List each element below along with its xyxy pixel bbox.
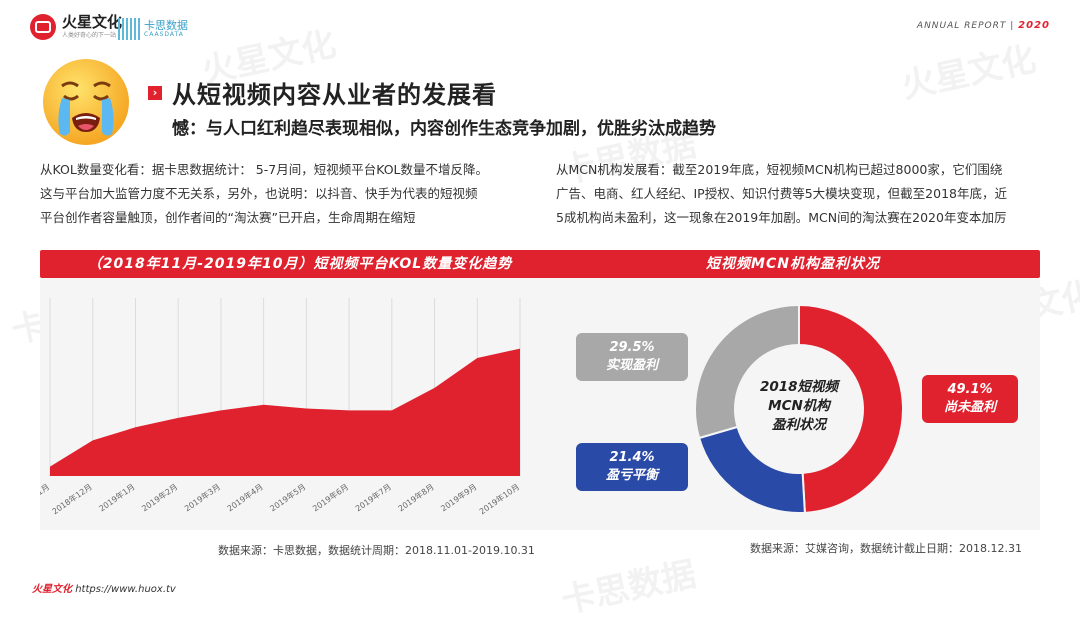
report-year: 2020	[1018, 20, 1050, 31]
page-subtitle: 憾：与人口红利趋尽表现相似，内容创作生态竞争加剧，优胜劣汰成趋势	[172, 119, 716, 139]
watermark: 火星文化	[898, 39, 1040, 107]
report-label: ANNUAL REPORT	[916, 21, 1007, 31]
x-tick-label: 2019年2月	[140, 481, 180, 513]
chevron-right-icon: ›	[148, 85, 162, 100]
partner-name: 卡思数据	[144, 19, 188, 32]
donut-center-line: 盈利状况	[772, 417, 826, 433]
callout-breakeven: 21.4% 盈亏平衡	[576, 443, 688, 491]
callout-not-profitable: 49.1% 尚未盈利	[922, 375, 1018, 423]
donut-center-label: 2018短视频 MCN机构 盈利状况	[738, 378, 860, 435]
footer-brand: 火星文化	[32, 584, 72, 595]
brand-name: 火星文化	[62, 13, 123, 31]
kol-chart-panel: 2018年11月 2018年12月 2019年1月 2019年2月 2019年3月 201…	[7, 278, 560, 530]
watermark: 卡思数据	[558, 554, 700, 622]
left-paragraph-line: 从KOL数量变化看：据卡思数据统计： 5-7月间，短视频平台KOL数量不增反降。	[40, 162, 489, 177]
callout-label: 尚未盈利	[943, 400, 996, 415]
x-tick-label: 2019年6月	[311, 481, 351, 513]
title-row: › 从短视频内容从业者的发展看	[148, 75, 497, 110]
x-tick-label: 2018年11月	[40, 481, 51, 516]
brand-logo-icon	[30, 14, 56, 40]
x-tick-label: 2019年8月	[396, 481, 436, 513]
partner-logo-icon	[118, 18, 140, 40]
donut-center-line: MCN机构	[768, 398, 830, 414]
callout-value: 21.4%	[609, 450, 655, 465]
mcn-chart-header: 短视频MCN机构盈利状况	[546, 250, 1040, 278]
right-paragraph-line: 广告、电商、红人经纪、IP授权、知识付费等5大模块变现，但截至2018年底，近	[556, 186, 1007, 201]
donut-slice	[798, 303, 904, 514]
mcn-donut-chart	[694, 303, 904, 514]
right-paragraph-line: 从MCN机构发展看：截至2019年底，短视频MCN机构已超过8000家，它们围绕	[556, 162, 1003, 177]
x-tick-label: 2019年3月	[182, 481, 222, 513]
x-tick-label: 2018年12月	[50, 481, 94, 516]
donut-slice	[697, 425, 806, 514]
mcn-chart-source: 数据来源：艾媒咨询，数据统计截止日期：2018.12.31	[750, 542, 1022, 555]
kol-chart-header: （2018年11月-2019年10月）短视频平台KOL数量变化趋势	[40, 250, 560, 278]
x-tick-label: 2019年7月	[353, 481, 393, 513]
callout-value: 29.5%	[609, 340, 655, 355]
kol-area-series	[50, 348, 520, 476]
right-paragraph: 从MCN机构发展看：截至2019年底，短视频MCN机构已超过8000家，它们围绕…	[556, 158, 1007, 230]
x-tick-label: 2019年1月	[97, 481, 137, 513]
brand-tagline: 人类好奇心的下一站	[62, 32, 117, 39]
callout-label: 实现盈利	[605, 358, 658, 373]
left-paragraph-line: 平台创作者容量触顶，创作者间的“淘汰赛”已开启，生命周期在缩短	[40, 210, 416, 225]
partner-sub: CAASDATA	[144, 31, 184, 38]
brand-logo: 火星文化 人类好奇心的下一站	[30, 14, 122, 40]
callout-value: 49.1%	[947, 382, 993, 397]
x-tick-label: 2019年9月	[439, 481, 479, 513]
footer-url: https://www.huox.tv	[75, 584, 176, 595]
kol-area-chart: 2018年11月 2018年12月 2019年1月 2019年2月 2019年3月 201…	[7, 298, 521, 516]
callout-profitable: 29.5% 实现盈利	[576, 333, 688, 381]
left-paragraph: 从KOL数量变化看：据卡思数据统计： 5-7月间，短视频平台KOL数量不增反降。…	[40, 158, 488, 230]
right-paragraph-line: 5成机构尚未盈利，这一现象在2019年加剧。MCN间的淘汰赛在2020年变本加厉	[556, 210, 1007, 225]
x-tick-label: 2019年4月	[225, 481, 265, 513]
report-separator: |	[1010, 21, 1015, 31]
donut-slice	[694, 303, 800, 440]
page-title: 从短视频内容从业者的发展看	[172, 81, 497, 109]
partner-logo: 卡思数据 CAASDATA	[118, 18, 188, 40]
crying-face-icon	[43, 59, 129, 145]
report-tag: ANNUAL REPORT | 2020	[917, 20, 1050, 31]
x-tick-label: 2019年5月	[268, 481, 308, 513]
callout-label: 盈亏平衡	[605, 468, 658, 483]
left-paragraph-line: 这与平台加大监管力度不无关系，另外，也说明：以抖音、快手为代表的短视频	[40, 186, 478, 201]
x-tick-label: 2019年10月	[477, 481, 521, 516]
donut-center-line: 2018短视频	[759, 379, 839, 395]
kol-chart-source: 数据来源：卡思数据，数据统计周期：2018.11.01-2019.10.31	[218, 544, 535, 557]
footer: 火星文化 https://www.huox.tv	[32, 580, 176, 595]
